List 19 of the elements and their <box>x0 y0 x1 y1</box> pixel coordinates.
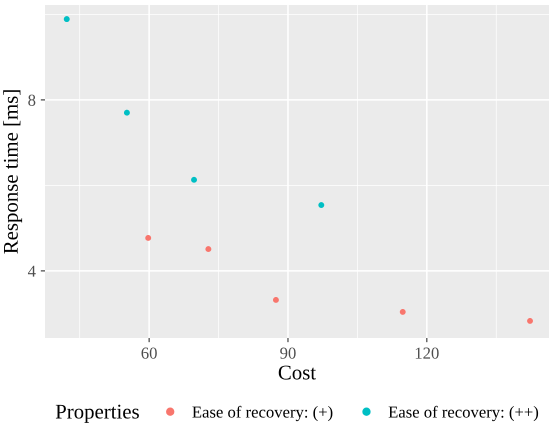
x-axis-title: Cost <box>278 366 316 380</box>
y-axis-title: Response time [ms] <box>3 90 22 254</box>
x-tick-label: 90 <box>280 348 296 359</box>
y-tick-label: 8 <box>28 94 36 106</box>
point <box>400 308 406 315</box>
legend-title: Properties <box>56 404 139 423</box>
x-tick-label: 60 <box>142 348 157 359</box>
y-tick-label: 4 <box>28 266 36 277</box>
point <box>527 318 533 324</box>
legend-label: Ease of recovery: (+) <box>192 406 332 422</box>
point <box>272 297 279 303</box>
point <box>205 246 212 252</box>
x-tick-label: 120 <box>416 348 439 359</box>
point <box>191 176 197 183</box>
point <box>318 202 324 208</box>
point <box>145 235 152 241</box>
point <box>64 16 70 22</box>
legend-label: Ease of recovery: (++) <box>388 406 538 422</box>
point <box>124 110 130 116</box>
